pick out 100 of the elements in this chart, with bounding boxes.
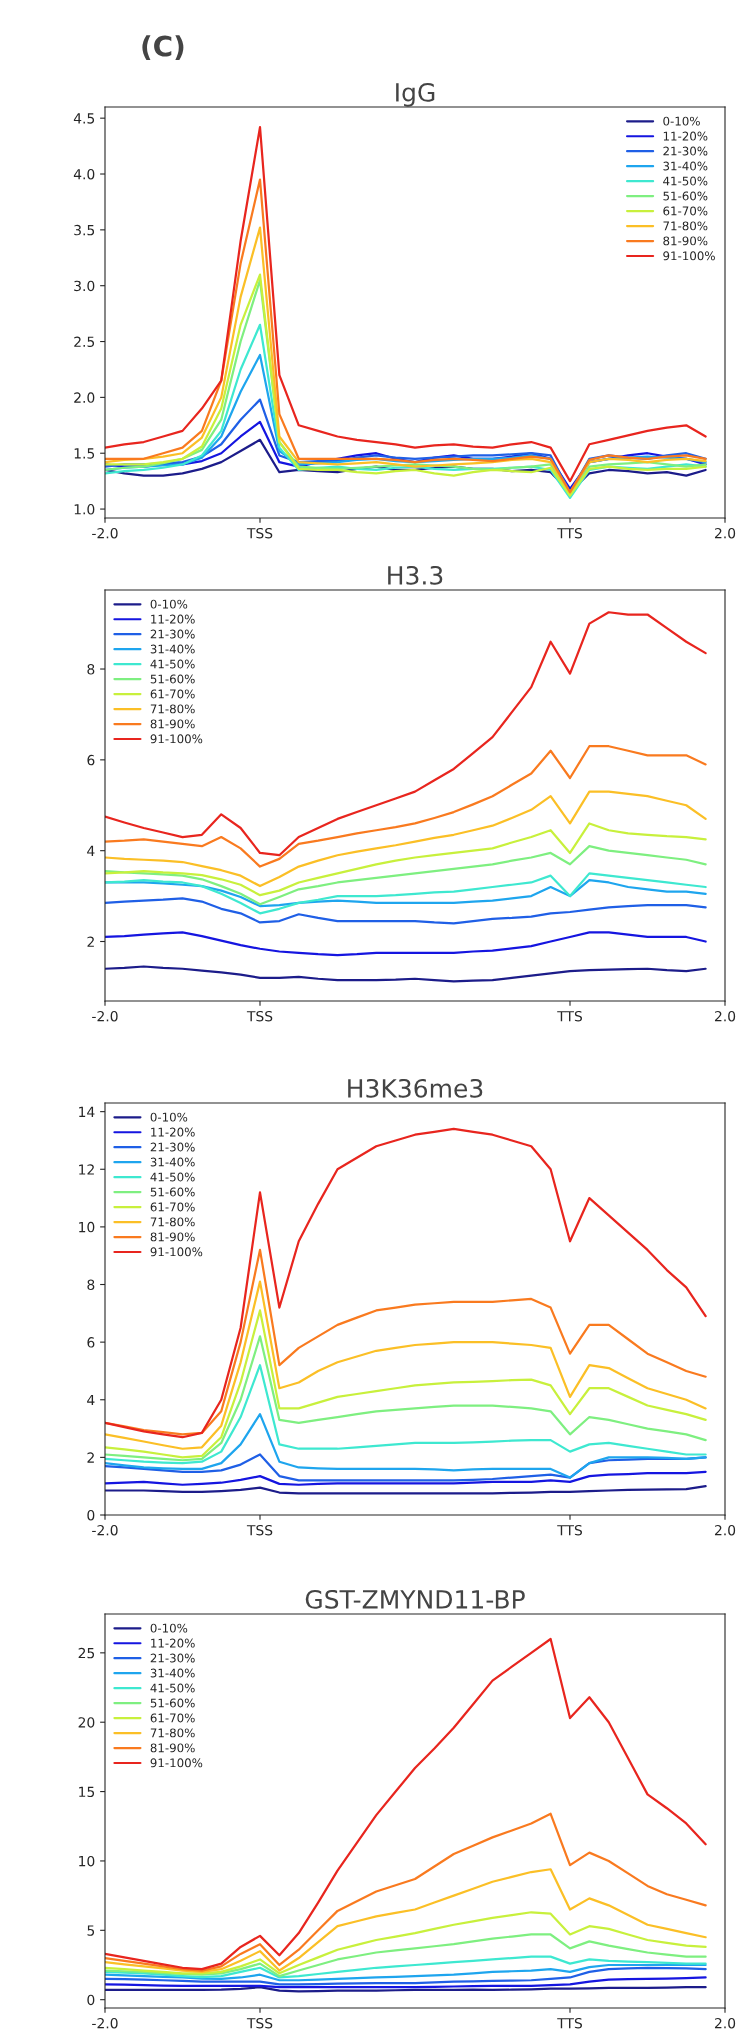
legend-label: 41-50%: [663, 176, 708, 186]
line-series: [105, 1966, 707, 1986]
legend-label: 21-30%: [150, 1653, 195, 1663]
y-tick-label: 3.5: [74, 224, 95, 236]
x-tick-label: TTS: [557, 1010, 582, 1022]
y-tick-label: 4.0: [73, 168, 95, 180]
y-tick-label: 15: [79, 1786, 95, 1798]
y-tick-label: 20: [78, 1717, 95, 1728]
legend-label: 21-30%: [150, 1142, 195, 1152]
y-tick-label: 6: [87, 754, 95, 766]
legend-label: 61-70%: [150, 1202, 195, 1212]
legend-label: 41-50%: [150, 1683, 195, 1693]
y-tick-label: 4: [87, 845, 95, 856]
legend-label: 51-60%: [150, 674, 195, 684]
legend-label: 51-60%: [150, 1187, 195, 1197]
legend-label: 0-10%: [150, 599, 188, 609]
line-series: [105, 1963, 707, 1982]
line-series: [105, 1911, 707, 1975]
legend-label: 11-20%: [151, 1638, 195, 1648]
y-tick-label: 5: [87, 1925, 95, 1936]
legend-label: 0-10%: [150, 1623, 188, 1633]
legend-label: 91-100%: [150, 1247, 203, 1257]
legend-label: 11-20%: [151, 614, 195, 624]
legend-label: 61-70%: [663, 206, 708, 216]
y-tick-label: 4.5: [73, 113, 95, 124]
legend-label: 31-40%: [150, 644, 195, 654]
chart-title: H3K36me3: [348, 1078, 483, 1098]
y-tick-label: 1.5: [74, 448, 95, 459]
line-series: [105, 1868, 707, 1974]
legend-label: 61-70%: [150, 689, 195, 699]
legend-label: 71-80%: [663, 221, 708, 231]
line-series: [105, 1413, 707, 1479]
line-series: [105, 822, 707, 897]
y-tick-label: 0: [87, 1509, 95, 1521]
x-tick-label: TTS: [557, 2017, 582, 2029]
line-series: [105, 965, 707, 983]
x-tick-label: 2.0: [714, 1524, 736, 1536]
y-tick-label: 1.0: [74, 504, 95, 515]
legend-label: 21-30%: [663, 146, 708, 156]
legend-label: 91-100%: [150, 1758, 203, 1768]
line-series: [105, 845, 707, 906]
legend-label: 11-20%: [151, 1127, 195, 1137]
chart-title: IgG: [396, 82, 435, 107]
line-series: [105, 1127, 707, 1439]
x-tick-label: TSS: [246, 527, 273, 539]
y-tick-label: 2.5: [74, 336, 95, 348]
line-series: [105, 897, 707, 925]
line-series: [105, 931, 707, 957]
line-series: [105, 1955, 707, 1979]
y-tick-label: 10: [79, 1221, 95, 1233]
text: (C): [142, 35, 184, 60]
legend-label: 0-10%: [663, 116, 700, 126]
line-series: [105, 745, 707, 868]
line-series: [105, 790, 707, 888]
line-series: [105, 1364, 707, 1465]
y-tick-label: 8: [87, 1279, 95, 1290]
x-tick-label: 2.0: [714, 1010, 736, 1022]
y-tick-label: 10: [79, 1855, 95, 1867]
legend-label: 51-60%: [150, 1698, 195, 1708]
chart-title: GST-ZMYND11-BP: [305, 1589, 525, 1609]
y-tick-label: 14: [79, 1106, 95, 1117]
legend-label: 31-40%: [663, 161, 708, 171]
line-series: [105, 1812, 707, 1972]
y-tick-label: 3.0: [74, 280, 95, 292]
legend-label: 41-50%: [150, 1172, 195, 1182]
x-tick-label: -2.0: [92, 527, 118, 539]
line-series: [105, 1976, 707, 1989]
legend-label: 81-90%: [663, 236, 708, 246]
legend-label: 21-30%: [150, 629, 195, 639]
legend-label: 81-90%: [150, 1743, 195, 1753]
legend-label: 81-90%: [150, 1232, 195, 1242]
y-tick-label: 25: [78, 1647, 95, 1659]
line-series: [105, 1470, 707, 1486]
line-series: [105, 1485, 707, 1495]
y-tick-label: 2: [87, 1452, 94, 1463]
x-tick-label: TSS: [246, 1524, 273, 1536]
line-series: [105, 1309, 707, 1459]
line-series: [105, 1637, 707, 1971]
x-tick-label: TSS: [246, 1010, 273, 1022]
x-tick-label: TTS: [557, 1524, 582, 1536]
legend-label: 31-40%: [150, 1668, 195, 1678]
legend-label: 91-100%: [663, 251, 715, 261]
legend-label: 51-60%: [663, 191, 708, 201]
line-series: [105, 1933, 707, 1978]
legend-label: 91-100%: [150, 734, 203, 744]
x-tick-label: -2.0: [92, 1010, 118, 1022]
x-tick-label: TTS: [557, 527, 582, 539]
x-tick-label: -2.0: [92, 2017, 118, 2029]
legend-label: 71-80%: [150, 704, 195, 714]
line-series: [105, 1335, 707, 1462]
line-series: [105, 1280, 707, 1450]
legend-label: 11-20%: [663, 131, 708, 141]
line-series: [105, 872, 707, 915]
x-tick-label: TSS: [246, 2017, 273, 2029]
legend-label: 0-10%: [150, 1112, 188, 1122]
x-tick-label: 2.0: [714, 2017, 736, 2029]
y-tick-label: 0: [87, 1994, 95, 2006]
legend-label: 81-90%: [150, 719, 195, 729]
y-tick-label: 8: [87, 663, 95, 675]
x-tick-label: 2.0: [714, 527, 736, 539]
